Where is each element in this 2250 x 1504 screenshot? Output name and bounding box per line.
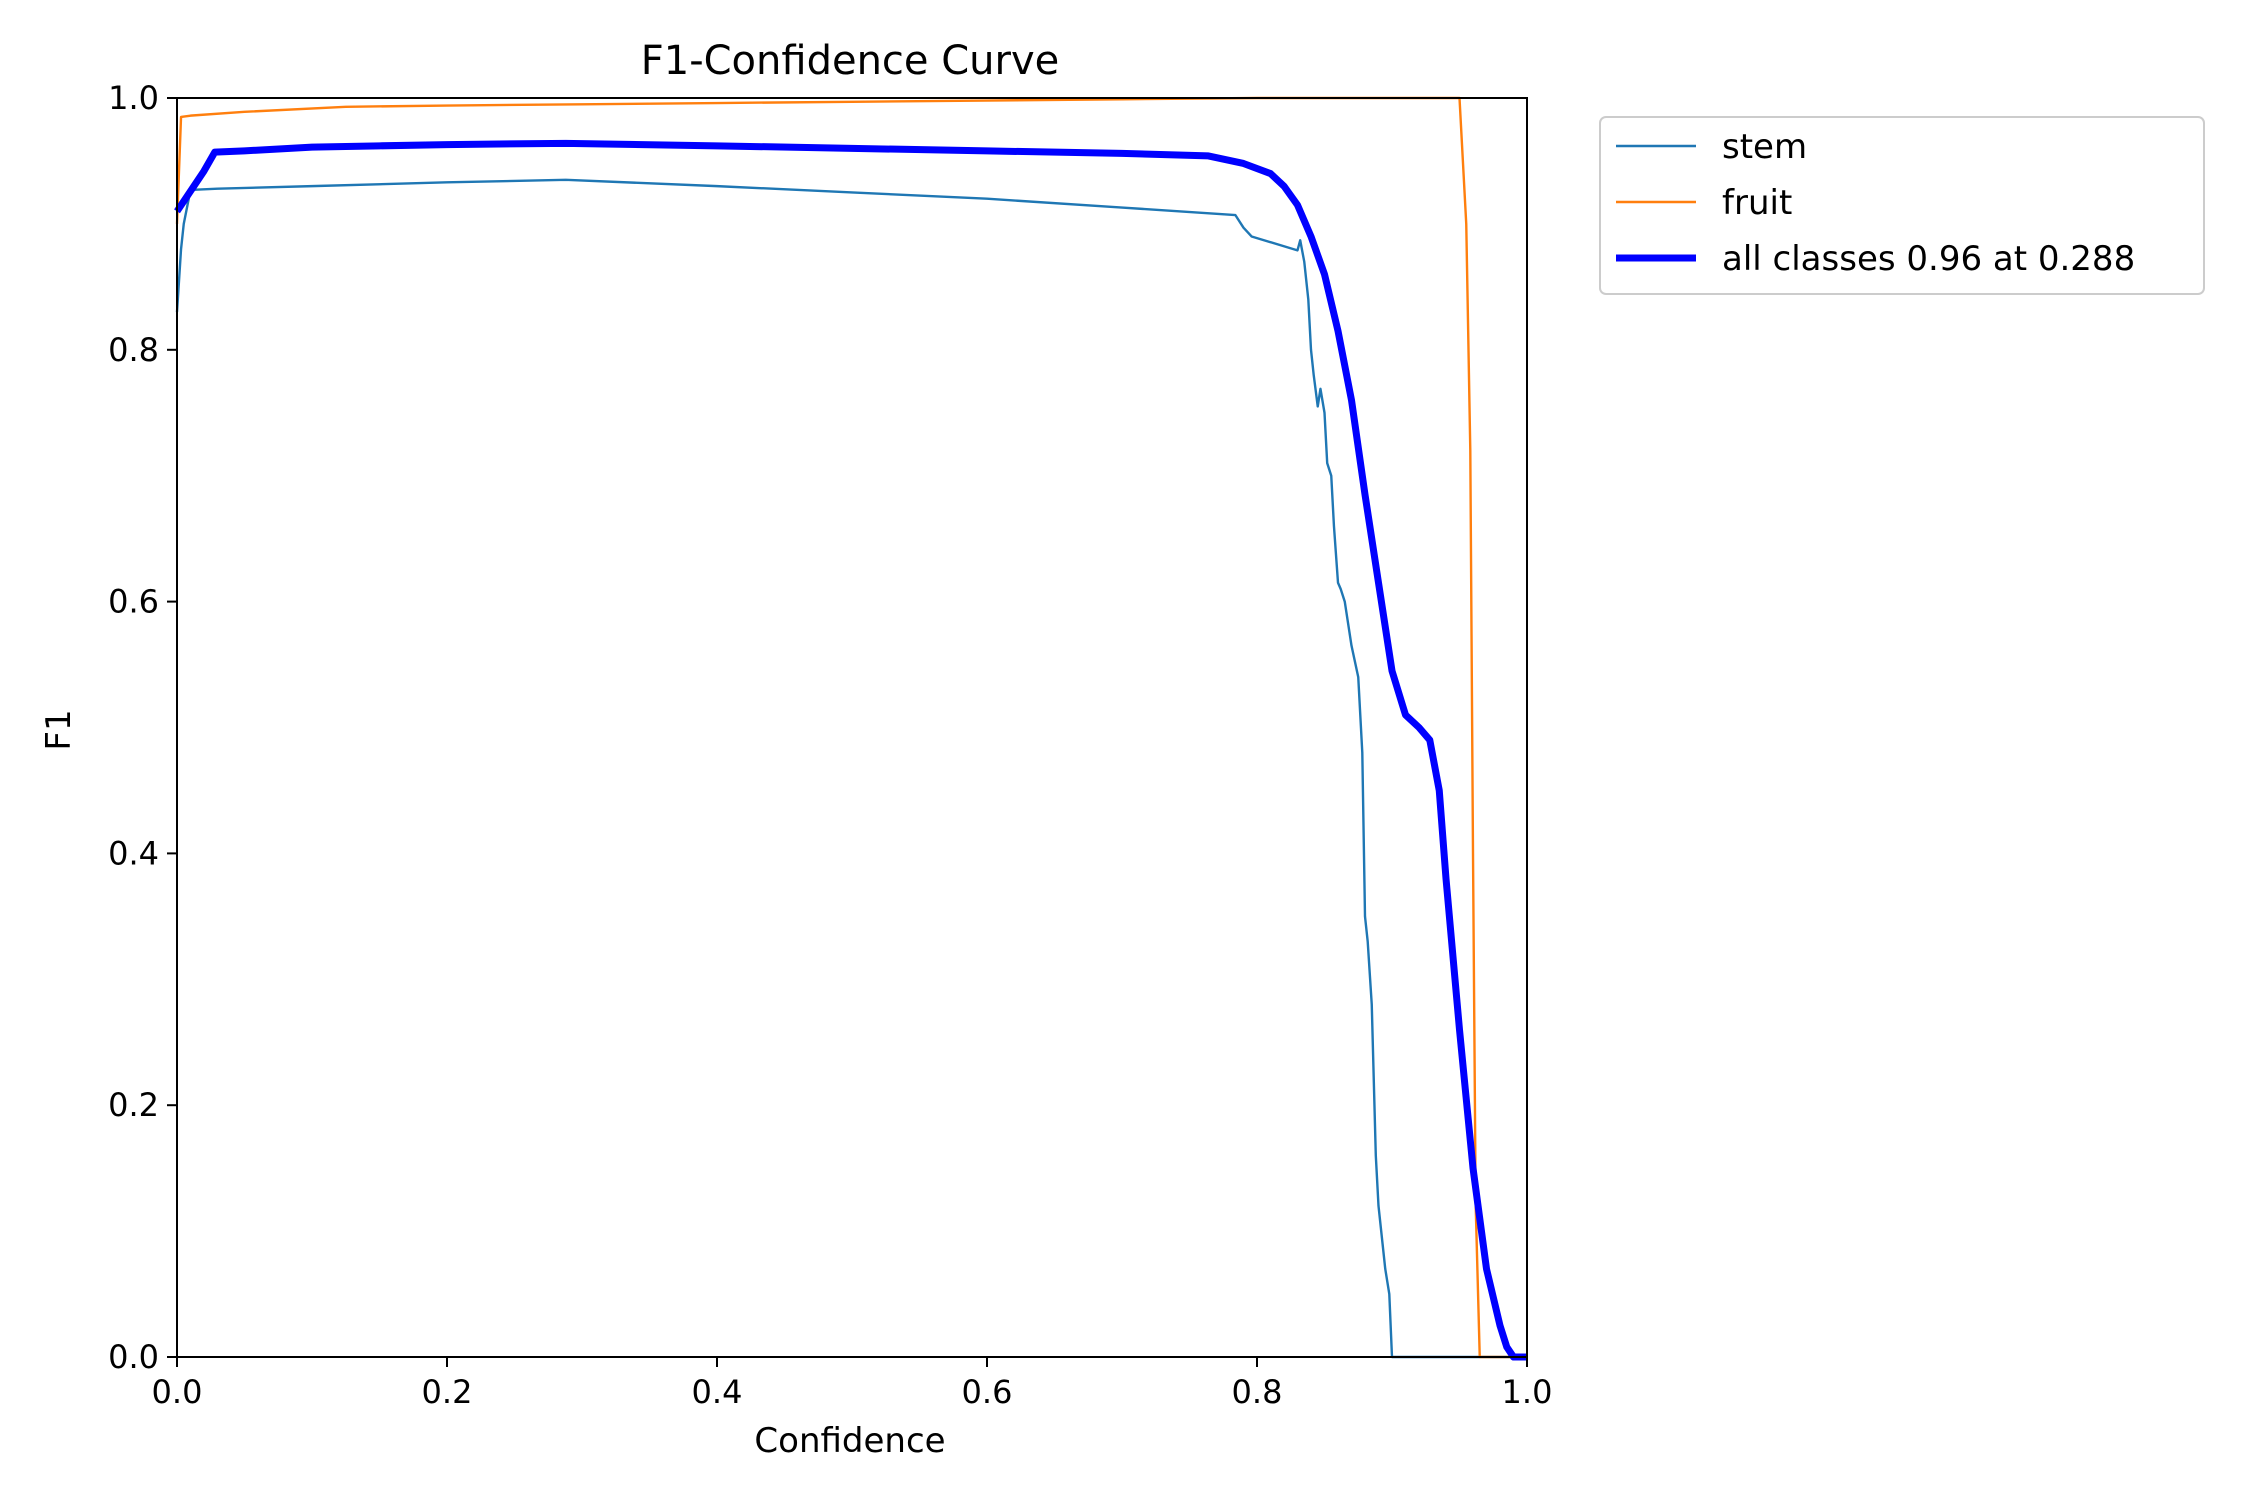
y-tick-label: 1.0 xyxy=(108,79,159,117)
chart-title: F1-Confidence Curve xyxy=(641,38,1060,84)
legend-label: fruit xyxy=(1722,183,1792,223)
y-tick-label: 0.4 xyxy=(108,834,159,872)
legend-frame xyxy=(1599,116,2205,295)
y-axis-title: F1 xyxy=(39,709,79,750)
axes-layer: 0.0 0.2 0.4 0.6 0.8 1.0 0.0 0.2 0.4 0.6 0.8 1.0 xyxy=(108,79,1552,1411)
legend-label: stem xyxy=(1722,127,1807,167)
axes-frame xyxy=(176,97,1528,1358)
x-tick-label: 0.6 xyxy=(962,1373,1013,1411)
plot-area xyxy=(177,98,1527,1357)
y-tick-label: 0.8 xyxy=(108,331,159,369)
x-axis-title: Confidence xyxy=(754,1421,945,1461)
y-tick-label: 0.0 xyxy=(108,1338,159,1376)
x-tick-label: 0.0 xyxy=(152,1373,203,1411)
legend: stem fruit all classes 0.96 at 0.288 xyxy=(1599,116,2205,295)
legend-label: all classes 0.96 at 0.288 xyxy=(1722,239,2135,279)
x-tick-label: 0.2 xyxy=(422,1373,473,1411)
y-tick-label: 0.6 xyxy=(108,583,159,621)
x-tick-label: 1.0 xyxy=(1502,1373,1553,1411)
plot-background xyxy=(177,98,1527,1357)
series-line-all-classes xyxy=(174,139,1527,1361)
y-tick-label: 0.2 xyxy=(108,1086,159,1124)
x-tick-label: 0.8 xyxy=(1232,1373,1283,1411)
x-tick-label: 0.4 xyxy=(692,1373,743,1411)
